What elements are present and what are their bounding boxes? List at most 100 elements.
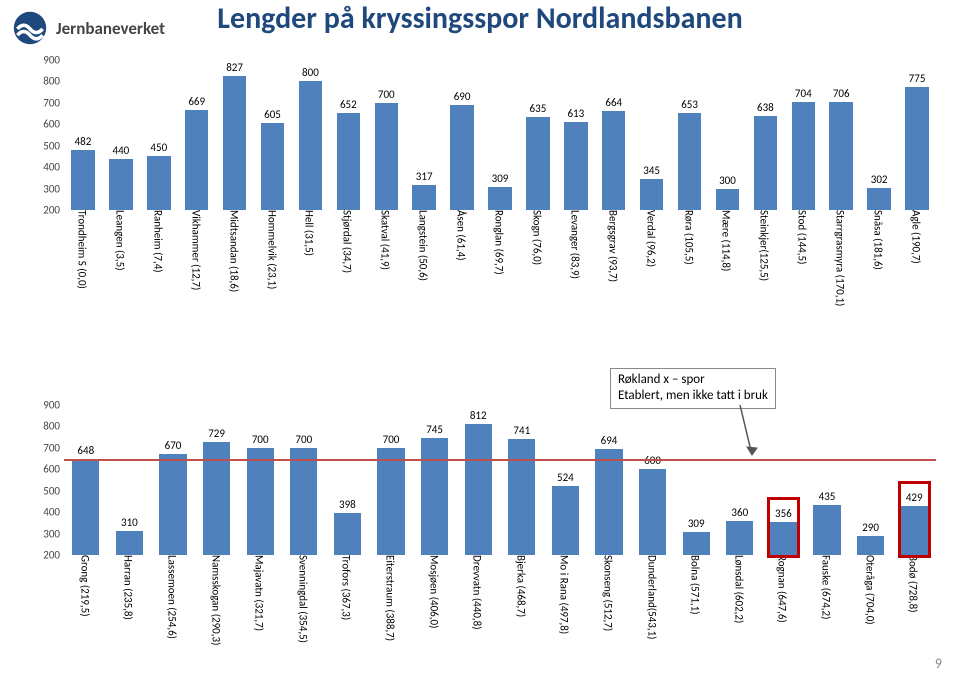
category-label: Åsen (61,4) [455, 210, 470, 261]
bar-value: 653 [681, 98, 698, 111]
category-label: Skonseng (512,7) [602, 555, 617, 631]
bar [526, 117, 550, 210]
category-label: Agle (190,7) [910, 210, 925, 264]
highlight-box [898, 481, 931, 558]
bar-value: 360 [731, 506, 748, 519]
bar [488, 187, 512, 210]
bar-value: 309 [688, 517, 705, 530]
bar-value: 648 [77, 444, 94, 457]
bar-value: 700 [295, 433, 312, 446]
category-label: Hommelvik (23,1) [265, 210, 280, 289]
bar-value: 741 [513, 424, 530, 437]
bar-value: 345 [643, 164, 660, 177]
bar [247, 448, 274, 555]
category-label: Mo i Rana (497,8) [558, 555, 573, 634]
bar [754, 116, 778, 210]
category-label: Grong (219,5) [78, 555, 93, 617]
category-label: Dunderland(543,1) [645, 555, 660, 639]
bar [640, 179, 664, 210]
category-label: Bodø (728,8) [907, 555, 922, 613]
bar [109, 159, 133, 210]
bar-value: 605 [264, 108, 281, 121]
category-label: Mære (114,8) [720, 210, 735, 271]
bar-value: 729 [208, 427, 225, 440]
bar [716, 189, 740, 210]
category-label: Lassemoen (254,6) [166, 555, 181, 639]
bar-value: 690 [454, 90, 471, 103]
bar-value: 435 [819, 490, 836, 503]
bar [375, 103, 399, 210]
bar [377, 448, 404, 555]
category-label: Langstein (50,6) [417, 210, 432, 281]
category-label: Steinkjer(125,5) [758, 210, 773, 281]
bar-value: 700 [383, 433, 400, 446]
bar-value: 670 [165, 439, 182, 452]
category-label: Røra (105,5) [682, 210, 697, 265]
bar [421, 438, 448, 555]
bar [465, 424, 492, 555]
bar [639, 469, 666, 555]
bar [829, 102, 853, 210]
bar [159, 454, 186, 555]
bar-value: 482 [75, 135, 92, 148]
bar-value: 440 [112, 144, 129, 157]
category-label: Majavatn (321,7) [253, 555, 268, 631]
bar [678, 113, 702, 210]
category-label: Rognan (647,6) [776, 555, 791, 623]
bar [337, 113, 361, 210]
bar [261, 123, 285, 210]
bar [116, 531, 143, 555]
bar-value: 664 [605, 96, 622, 109]
bar [147, 156, 171, 210]
category-label: Bergsgrav (93,7) [606, 210, 621, 282]
bar [290, 448, 317, 555]
bar-value: 745 [426, 423, 443, 436]
category-label: Skogn (76,0) [530, 210, 545, 265]
bar-value: 694 [601, 434, 618, 447]
bar-value: 700 [252, 433, 269, 446]
page-number: 9 [935, 655, 942, 672]
category-label: Eiterstraum (388,7) [384, 555, 399, 641]
bar-value: 812 [470, 409, 487, 422]
bar [867, 188, 891, 210]
category-label: Trofors (367,3) [340, 555, 355, 620]
bar-value: 775 [909, 72, 926, 85]
bar-value: 302 [871, 173, 888, 186]
category-label: Svenningdal (354,5) [296, 555, 311, 643]
bar-value: 317 [416, 170, 433, 183]
category-label: Stjørdal (34,7) [341, 210, 356, 273]
category-label: Verdal (96,2) [644, 210, 659, 267]
bar-value: 290 [862, 521, 879, 534]
bar [72, 459, 99, 555]
bar-value: 706 [833, 87, 850, 100]
category-label: Levanger (83,9) [568, 210, 583, 279]
category-label: Skatval (41,9) [379, 210, 394, 270]
bar [334, 513, 361, 555]
bar-value: 638 [757, 101, 774, 114]
bar [683, 532, 710, 555]
category-label: Starrgrasmyra (170,1) [834, 210, 849, 306]
bar [185, 110, 209, 211]
bar [792, 102, 816, 210]
bar-value: 827 [226, 61, 243, 74]
category-label: Drevvatn (440,8) [471, 555, 486, 630]
category-label: Fauske (674,2) [820, 555, 835, 619]
bar [299, 81, 323, 210]
bar [602, 111, 626, 210]
bar [71, 150, 95, 210]
bar-value: 635 [530, 102, 547, 115]
category-label: Bjerka (468,7) [514, 555, 529, 617]
highlight-box [767, 497, 800, 558]
bar-value: 310 [121, 516, 138, 529]
category-label: Harran (235,8) [122, 555, 137, 620]
category-label: Namsskogan (290,3) [209, 555, 224, 645]
category-label: Bolna (571,1) [689, 555, 704, 615]
bar [595, 449, 622, 555]
bar-value: 450 [150, 141, 167, 154]
category-label: Stod (144,5) [796, 210, 811, 264]
chart-lower: 200300400500600700800900648Grong (219,5)… [64, 405, 936, 615]
page-title: Lengder på kryssingsspor Nordlandsbanen [0, 0, 960, 37]
bar-value: 704 [795, 87, 812, 100]
category-label: Snåsa (181,6) [872, 210, 887, 270]
annotation-arrow [740, 400, 790, 460]
